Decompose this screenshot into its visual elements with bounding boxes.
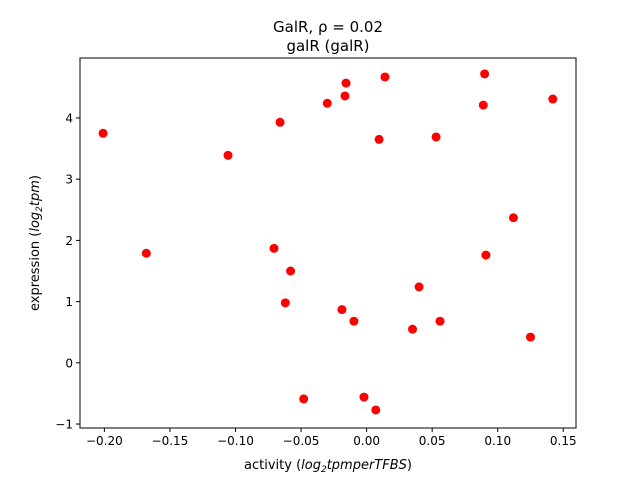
data-point [371, 405, 381, 415]
data-point [359, 392, 369, 402]
data-point [299, 394, 309, 404]
data-point [341, 78, 351, 88]
x-tick-label: 0.00 [353, 434, 380, 448]
data-point [478, 100, 488, 110]
y-tick-label: 2 [65, 234, 73, 248]
axes-frame [79, 57, 577, 429]
data-point [414, 282, 424, 292]
y-tick-label: −1 [55, 418, 73, 432]
data-point [280, 298, 290, 308]
data-point [374, 134, 384, 144]
y-tick-label: 3 [65, 173, 73, 187]
y-label-sub: 2 [35, 206, 45, 212]
x-axis: −0.20 −0.15 −0.10 −0.05 0.00 0.05 0.10 0.15 [86, 428, 577, 448]
chart-title-line2: galR (galR) [286, 37, 369, 55]
data-point [408, 324, 418, 334]
data-point [349, 316, 359, 326]
x-tick-label: 0.05 [419, 434, 446, 448]
plot-area [98, 69, 558, 415]
y-axis: −1 0 1 2 3 4 [55, 111, 80, 432]
data-point [431, 132, 441, 142]
x-label-sub: 2 [321, 465, 327, 475]
x-axis-label: activity (log2tpmperTFBS) [244, 458, 412, 475]
x-tick-label: −0.20 [86, 434, 123, 448]
data-point [286, 266, 296, 276]
y-tick-label: 1 [65, 295, 73, 309]
y-label-math-a: log [28, 212, 43, 232]
data-point [435, 316, 445, 326]
x-tick-label: −0.15 [152, 434, 189, 448]
data-point [322, 98, 332, 108]
x-tick-label: −0.10 [217, 434, 254, 448]
x-label-suffix: ) [407, 458, 412, 473]
x-label-math-a: log [301, 458, 321, 473]
y-label-math-b: tpm [28, 180, 43, 206]
data-point [269, 243, 279, 253]
x-tick-label: 0.10 [484, 434, 511, 448]
data-point [223, 150, 233, 160]
x-label-math-b: tpmperTFBS [327, 458, 407, 473]
data-point [481, 250, 491, 260]
data-point [340, 91, 350, 101]
chart-title-line1: GalR, ρ = 0.02 [273, 18, 383, 36]
data-point [275, 117, 285, 127]
data-point [141, 248, 151, 258]
data-point [526, 332, 536, 342]
y-axis-label: expression (log2tpm) [28, 175, 45, 311]
data-point [548, 94, 558, 104]
data-point [508, 213, 518, 223]
data-point [380, 72, 390, 82]
x-tick-label: 0.15 [550, 434, 577, 448]
y-label-suffix: ) [28, 175, 43, 180]
y-label-prefix: expression ( [28, 232, 43, 311]
x-label-prefix: activity ( [244, 458, 301, 473]
y-tick-label: 4 [65, 111, 73, 125]
y-tick-label: 0 [65, 356, 73, 370]
data-point [480, 69, 490, 79]
data-point [337, 305, 347, 315]
data-point [98, 128, 108, 138]
x-tick-label: −0.05 [283, 434, 320, 448]
